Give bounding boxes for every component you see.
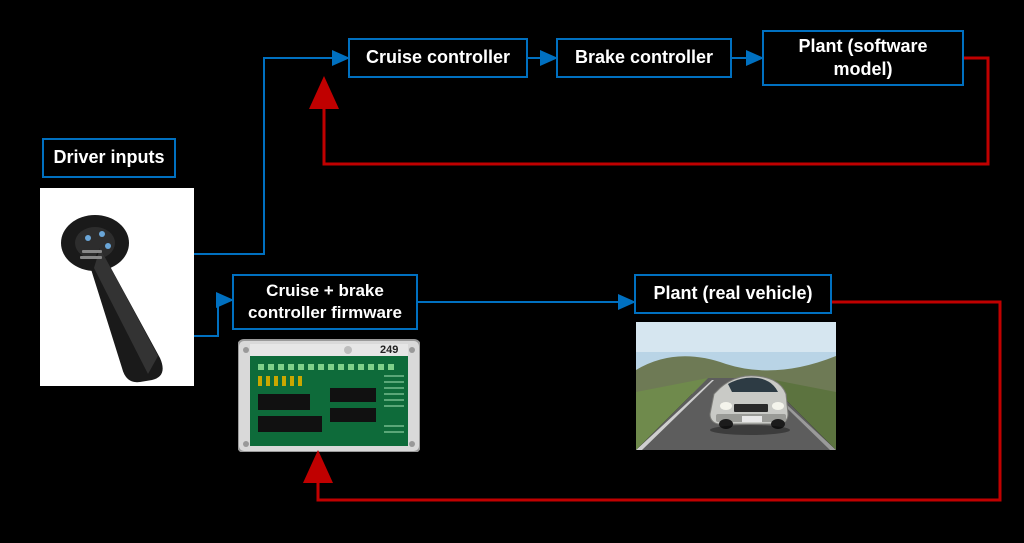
box-brake-controller: Brake controller (556, 38, 732, 78)
box-cruise-controller: Cruise controller (348, 38, 528, 78)
image-ecu-pcb: 249 (238, 336, 420, 452)
pcb-icon: 249 (238, 336, 420, 452)
edge-stalk-to-cruise (194, 58, 348, 254)
box-firmware: Cruise + brake controller firmware (232, 274, 418, 330)
label-plant-vehicle: Plant (real vehicle) (653, 282, 812, 305)
edge-stalk-to-firmware (194, 300, 232, 336)
pcb-label-249: 249 (380, 344, 398, 356)
label-cruise-controller: Cruise controller (366, 46, 510, 69)
image-car (636, 322, 836, 450)
label-brake-controller: Brake controller (575, 46, 713, 69)
image-stalk (40, 188, 194, 386)
box-driver-inputs: Driver inputs (42, 138, 176, 178)
label-plant-software: Plant (software model) (772, 35, 954, 82)
stalk-icon (40, 188, 194, 386)
car-icon (636, 322, 836, 450)
box-plant-vehicle: Plant (real vehicle) (634, 274, 832, 314)
label-driver-inputs: Driver inputs (53, 146, 164, 169)
box-plant-software: Plant (software model) (762, 30, 964, 86)
label-firmware: Cruise + brake controller firmware (242, 280, 408, 324)
